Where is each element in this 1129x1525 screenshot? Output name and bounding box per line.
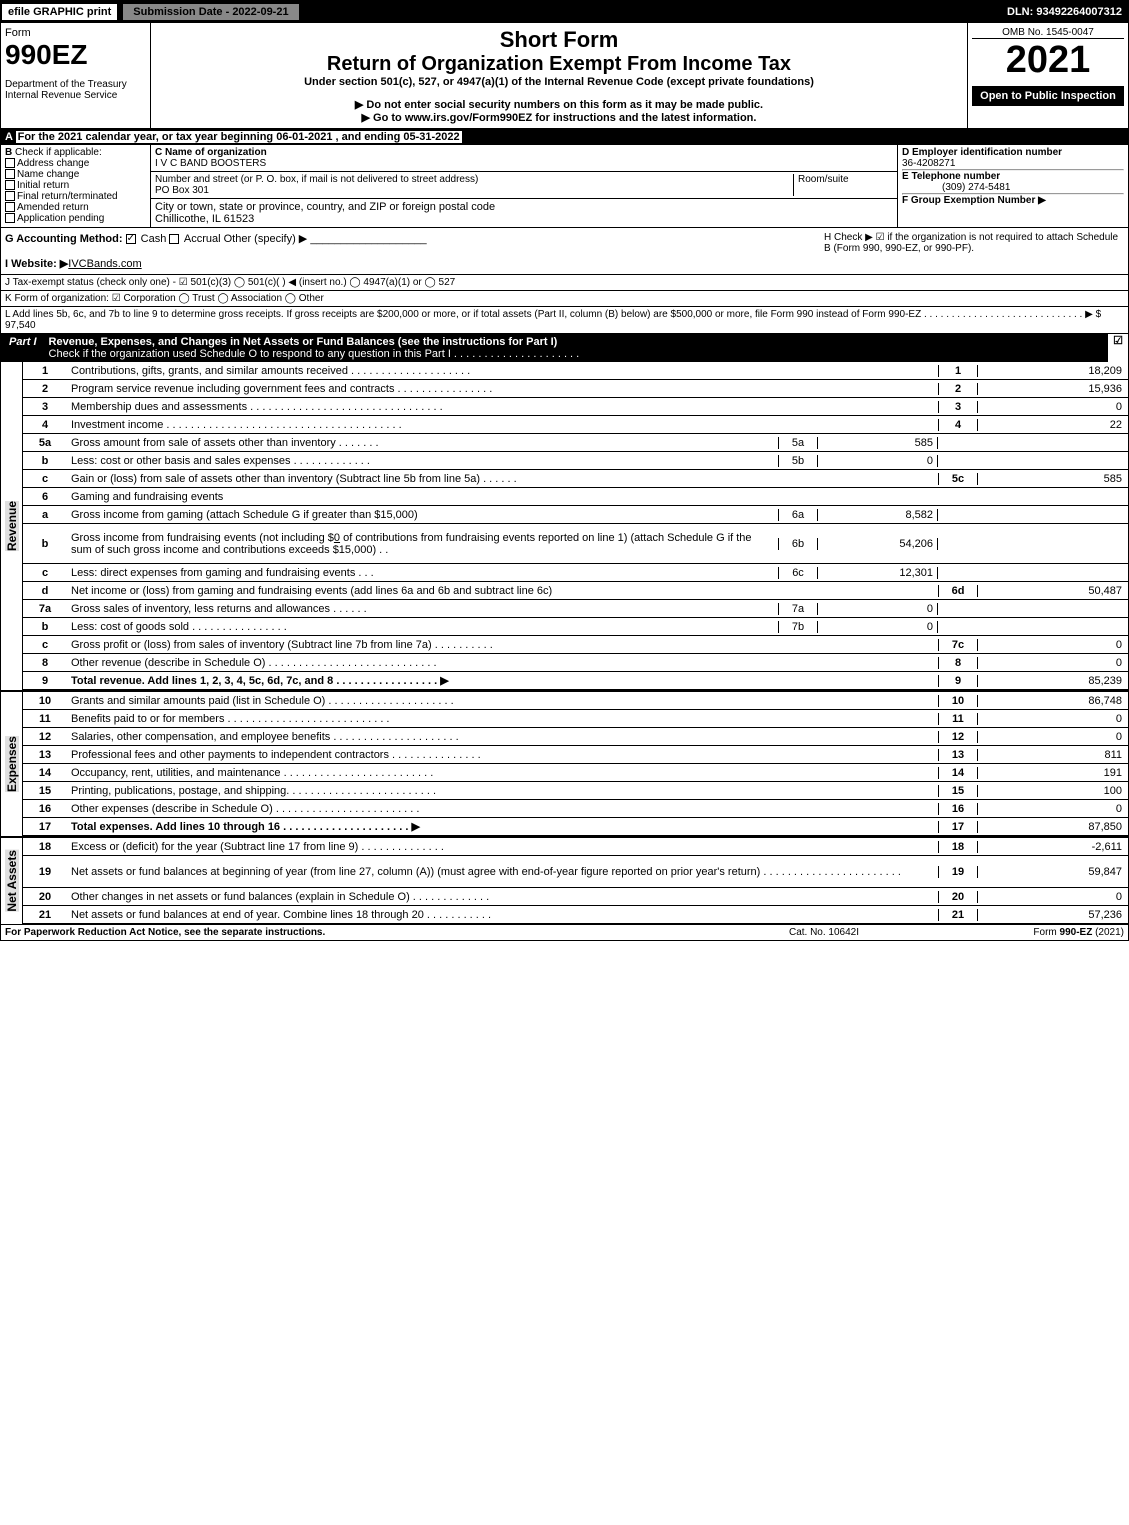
street-label: Number and street (or P. O. box, if mail… [155, 174, 478, 185]
omb-number: OMB No. 1545-0047 [972, 27, 1124, 39]
city: Chillicothe, IL 61523 [155, 213, 254, 225]
section-j: J Tax-exempt status (check only one) - ☑… [1, 275, 1128, 291]
accounting-label: G Accounting Method: [5, 233, 123, 245]
netassets-label: Net Assets [5, 850, 19, 912]
org-name: I V C BAND BOOSTERS [155, 158, 266, 169]
efile-label: efile GRAPHIC print [1, 3, 118, 21]
phone-label: E Telephone number [902, 171, 1000, 182]
expenses-label: Expenses [5, 736, 19, 792]
section-b: B Check if applicable: Address change Na… [1, 145, 151, 227]
website-label: I Website: ▶ [5, 258, 68, 270]
street: PO Box 301 [155, 185, 209, 196]
phone: (309) 274-5481 [902, 182, 1010, 193]
ein: 36-4208271 [902, 158, 955, 169]
section-k: K Form of organization: ☑ Corporation ◯ … [1, 291, 1128, 307]
accrual-checkbox[interactable] [169, 234, 179, 244]
submission-date: Submission Date - 2022-09-21 [122, 3, 299, 21]
form-label: Form [5, 27, 146, 39]
form-number: 990EZ [5, 39, 146, 71]
open-public: Open to Public Inspection [972, 86, 1124, 106]
under-section: Under section 501(c), 527, or 4947(a)(1)… [155, 76, 963, 88]
goto-link[interactable]: ▶ Go to www.irs.gov/Form990EZ for instru… [155, 111, 963, 124]
do-not-enter: ▶ Do not enter social security numbers o… [155, 98, 963, 111]
cash-checkbox[interactable] [126, 234, 136, 244]
footer-mid: Cat. No. 10642I [724, 927, 924, 938]
dln: DLN: 93492264007312 [1007, 6, 1128, 18]
section-a: A For the 2021 calendar year, or tax yea… [1, 129, 1128, 145]
return-title: Return of Organization Exempt From Incom… [155, 53, 963, 76]
tax-year: 2021 [972, 39, 1124, 82]
short-form-title: Short Form [155, 27, 963, 53]
website[interactable]: IVCBands.com [68, 258, 141, 270]
revenue-label: Revenue [5, 501, 19, 551]
room-label: Room/suite [798, 174, 849, 185]
department: Department of the Treasury Internal Reve… [5, 79, 146, 101]
name-label: C Name of organization [155, 147, 267, 158]
city-label: City or town, state or province, country… [155, 201, 495, 213]
part1-header: Part I Revenue, Expenses, and Changes in… [1, 334, 1128, 362]
footer-right: Form 990-EZ (2021) [924, 927, 1124, 938]
section-h: H Check ▶ ☑ if the organization is not r… [824, 232, 1124, 270]
footer-left: For Paperwork Reduction Act Notice, see … [5, 927, 724, 938]
section-l: L Add lines 5b, 6c, and 7b to line 9 to … [1, 307, 1128, 334]
group-label: F Group Exemption Number ▶ [902, 195, 1046, 206]
ein-label: D Employer identification number [902, 147, 1062, 158]
top-bar: efile GRAPHIC print Submission Date - 20… [1, 1, 1128, 23]
